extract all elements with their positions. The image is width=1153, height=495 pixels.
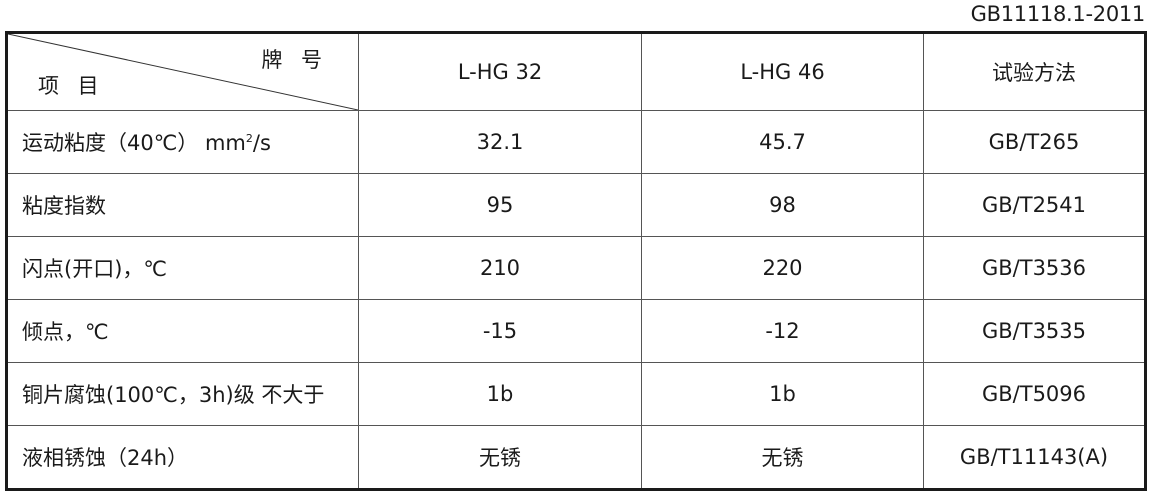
item-cell: 闪点(开口)，℃ <box>6 236 359 300</box>
method-cell: GB/T3535 <box>923 299 1146 363</box>
hg32-cell: -15 <box>358 299 642 363</box>
hg32-cell: 无锈 <box>358 425 642 490</box>
hg46-cell: 220 <box>641 236 924 300</box>
table-row: 铜片腐蚀(100℃，3h)级 不大于 1b 1b GB/T5096 <box>6 362 1146 426</box>
corner-header-cell: 牌 号 项 目 <box>6 32 359 111</box>
table-row: 闪点(开口)，℃ 210 220 GB/T3536 <box>6 236 1146 300</box>
table-header-row: 牌 号 项 目 L-HG 32 L-HG 46 试验方法 <box>6 32 1146 111</box>
item-cell: 铜片腐蚀(100℃，3h)级 不大于 <box>6 362 359 426</box>
column-header: L-HG 46 <box>641 32 924 111</box>
hg46-cell: 1b <box>641 362 924 426</box>
method-cell: GB/T2541 <box>923 173 1146 237</box>
item-superscript: 2 <box>245 132 253 145</box>
standard-number: GB11118.1-2011 <box>970 2 1146 26</box>
spec-table: 牌 号 项 目 L-HG 32 L-HG 46 试验方法 运动粘度（40℃） m… <box>5 31 1147 491</box>
hg46-cell: 98 <box>641 173 924 237</box>
hg46-cell: 无锈 <box>641 425 924 490</box>
method-cell: GB/T11143(A) <box>923 425 1146 490</box>
item-unit-suffix: /s <box>252 131 271 155</box>
method-cell: GB/T3536 <box>923 236 1146 300</box>
diagonal-divider <box>8 34 358 110</box>
table-row: 运动粘度（40℃） mm2/s 32.1 45.7 GB/T265 <box>6 110 1146 174</box>
table-row: 液相锈蚀（24h） 无锈 无锈 GB/T11143(A) <box>6 425 1146 490</box>
column-header: 试验方法 <box>923 32 1146 111</box>
method-cell: GB/T5096 <box>923 362 1146 426</box>
item-cell: 运动粘度（40℃） mm2/s <box>6 110 359 174</box>
hg46-cell: 45.7 <box>641 110 924 174</box>
item-cell: 粘度指数 <box>6 173 359 237</box>
item-label: 项 目 <box>38 74 105 98</box>
table-row: 粘度指数 95 98 GB/T2541 <box>6 173 1146 237</box>
hg32-cell: 210 <box>358 236 642 300</box>
item-cell: 倾点，℃ <box>6 299 359 363</box>
hg32-cell: 1b <box>358 362 642 426</box>
hg46-cell: -12 <box>641 299 924 363</box>
brand-label: 牌 号 <box>261 48 328 72</box>
item-text: 运动粘度（40℃） mm <box>22 131 246 155</box>
column-header: L-HG 32 <box>358 32 642 111</box>
hg32-cell: 95 <box>358 173 642 237</box>
item-cell: 液相锈蚀（24h） <box>6 425 359 490</box>
method-cell: GB/T265 <box>923 110 1146 174</box>
table-row: 倾点，℃ -15 -12 GB/T3535 <box>6 299 1146 363</box>
hg32-cell: 32.1 <box>358 110 642 174</box>
